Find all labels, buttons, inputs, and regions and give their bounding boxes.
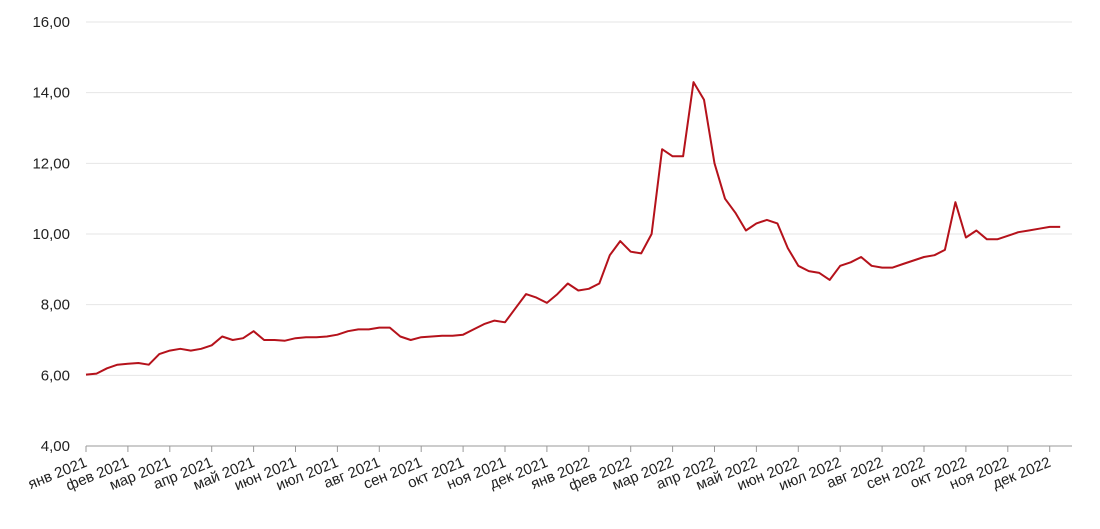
y-tick-label: 4,00 (41, 438, 70, 455)
y-tick-label: 6,00 (41, 367, 70, 384)
y-tick-label: 14,00 (32, 85, 70, 102)
y-tick-label: 10,00 (32, 226, 70, 243)
y-tick-label: 16,00 (32, 14, 70, 31)
y-tick-label: 12,00 (32, 155, 70, 172)
y-tick-label: 8,00 (41, 297, 70, 314)
line-series (85, 81, 1061, 376)
